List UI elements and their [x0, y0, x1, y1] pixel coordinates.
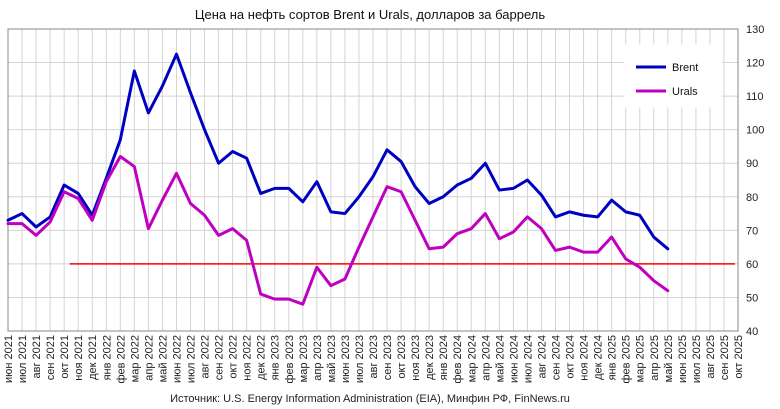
x-tick-label: ноя 2023: [410, 335, 422, 381]
y-tick-label: 100: [746, 125, 764, 137]
x-tick-label: апр 2025: [649, 335, 661, 381]
x-tick-label: янв 2025: [607, 335, 619, 380]
series-line-brent: [6, 52, 670, 251]
x-tick-label: окт 2021: [59, 335, 71, 379]
x-tick-label: фев 2025: [621, 335, 633, 384]
x-tick-label: окт 2022: [228, 335, 240, 379]
series-line-urals: [6, 155, 670, 306]
series-group: [6, 52, 670, 306]
legend: Brent Urals: [624, 44, 722, 108]
x-tick-label: июн 2023: [340, 335, 352, 383]
x-tick-label: янв 2022: [101, 335, 113, 380]
x-tick-label: дек 2023: [424, 335, 436, 380]
x-tick-label: мар 2022: [129, 335, 141, 382]
x-tick-label: май 2024: [494, 335, 506, 382]
x-tick-label: фев 2022: [115, 335, 127, 384]
x-tick-label: янв 2023: [270, 335, 282, 380]
x-tick-label: сен 2021: [45, 335, 57, 380]
x-tick-label: июл 2025: [691, 335, 703, 383]
x-tick-label: май 2025: [663, 335, 675, 382]
y-tick-label: 40: [746, 326, 758, 338]
x-tick-label: июн 2021: [3, 335, 15, 383]
y-tick-label: 70: [746, 225, 758, 237]
x-tick-label: апр 2024: [480, 335, 492, 381]
x-tick-label: апр 2023: [312, 335, 324, 381]
y-tick-label: 80: [746, 192, 758, 204]
x-tick-label: сен 2025: [719, 335, 731, 380]
grid-lines: [7, 28, 739, 332]
x-tick-label: авг 2025: [705, 335, 717, 379]
x-tick-label: июн 2025: [677, 335, 689, 383]
x-tick-label: ноя 2024: [579, 335, 591, 381]
y-tick-label: 120: [746, 58, 764, 70]
x-tick-label: июл 2022: [186, 335, 198, 383]
legend-box: [624, 44, 722, 108]
x-tick-label: сен 2022: [214, 335, 226, 380]
x-tick-label: июн 2024: [508, 335, 520, 383]
x-axis-ticks: июн 2021 июл 2021 авг 2021 сен 2021 окт 2021…: [3, 335, 745, 384]
x-tick-label: дек 2024: [593, 335, 605, 380]
source-note: Источник: U.S. Energy Information Admini…: [170, 393, 570, 405]
x-tick-label: июн 2022: [171, 335, 183, 383]
y-tick-label: 110: [746, 91, 764, 103]
x-tick-label: авг 2022: [200, 335, 212, 379]
x-tick-label: окт 2025: [733, 335, 745, 379]
x-tick-label: сен 2024: [551, 335, 563, 380]
x-tick-label: мар 2025: [635, 335, 647, 382]
x-tick-label: авг 2021: [31, 335, 43, 379]
y-tick-label: 50: [746, 292, 758, 304]
x-tick-label: янв 2024: [438, 335, 450, 380]
x-tick-label: дек 2021: [87, 335, 99, 380]
x-tick-label: дек 2022: [256, 335, 268, 380]
x-tick-label: окт 2024: [565, 335, 577, 379]
x-tick-label: июл 2021: [17, 335, 29, 383]
x-tick-label: апр 2022: [143, 335, 155, 381]
legend-label-brent: Brent: [672, 62, 698, 74]
x-tick-label: май 2022: [157, 335, 169, 382]
y-tick-label: 130: [746, 24, 764, 36]
x-tick-label: июл 2024: [522, 335, 534, 383]
x-tick-label: сен 2023: [382, 335, 394, 380]
legend-label-urals: Urals: [672, 86, 698, 98]
x-tick-label: май 2023: [326, 335, 338, 382]
x-tick-label: фев 2023: [284, 335, 296, 384]
y-axis-ticks: 40 50 60 70 80 90 100 110 120 130: [746, 24, 764, 338]
x-tick-label: авг 2024: [536, 335, 548, 379]
chart-title: Цена на нефть сортов Brent и Urals, долл…: [195, 7, 545, 22]
x-tick-label: ноя 2022: [242, 335, 254, 381]
x-tick-label: мар 2023: [298, 335, 310, 382]
y-tick-label: 90: [746, 158, 758, 170]
x-tick-label: ноя 2021: [73, 335, 85, 381]
y-tick-label: 60: [746, 259, 758, 271]
x-tick-label: фев 2024: [452, 335, 464, 384]
x-tick-label: мар 2024: [466, 335, 478, 382]
x-tick-label: авг 2023: [368, 335, 380, 379]
plot-area-frame: [7, 28, 739, 332]
x-tick-label: июл 2023: [354, 335, 366, 383]
x-tick-label: окт 2023: [396, 335, 408, 379]
